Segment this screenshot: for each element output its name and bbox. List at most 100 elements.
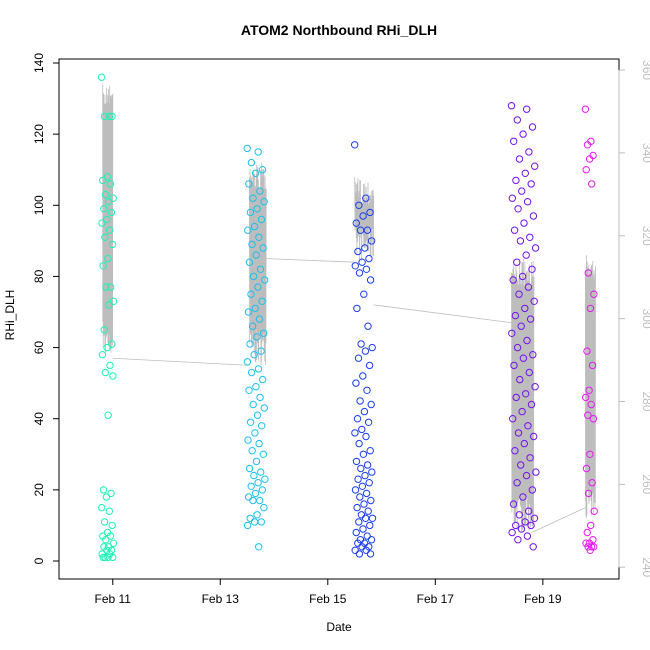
data-point [101,368,110,377]
data-point [508,528,516,537]
data-point [509,276,517,284]
y2-tick-label: 300 [640,309,650,329]
data-point [260,503,268,512]
data-point [367,496,375,505]
data-points [97,73,598,562]
data-point [365,361,374,370]
data-point [366,521,374,530]
x-tick-label: Feb 17 [417,592,455,606]
data-point [363,532,371,540]
y-tick-label: 140 [32,53,46,73]
data-point [357,464,365,473]
data-point [359,212,367,220]
data-point [244,308,253,316]
data-point [254,365,263,373]
data-point [365,254,373,263]
data-point [361,347,370,355]
data-point [255,543,263,551]
data-point [518,272,527,281]
data-point [515,155,524,163]
y2-tick-label: 280 [640,391,650,411]
data-point [104,411,112,419]
data-point [530,297,538,305]
data-point [362,265,371,273]
data-point [367,237,376,245]
y2-tick-label: 320 [640,226,650,246]
data-point [362,194,370,202]
data-point [367,400,375,409]
data-point [352,379,360,387]
data-point [525,507,533,515]
data-point [359,372,367,380]
data-point [249,496,257,505]
data-point [102,536,110,544]
y-tick-label: 0 [32,557,46,564]
data-point [366,208,374,217]
data-point [358,258,366,266]
data-point [98,219,106,227]
data-point [103,343,111,352]
data-point [586,546,594,554]
data-point [260,198,268,206]
data-point [524,283,533,291]
data-point [364,507,372,515]
data-point [523,198,532,206]
data-point [524,422,532,430]
y2-tick-label: 260 [640,474,650,494]
data-point [261,276,269,284]
data-point [513,343,522,352]
data-point [530,514,539,522]
data-point [586,450,594,458]
data-point [526,233,534,242]
data-point [251,169,260,178]
data-point [351,141,359,149]
data-point [255,233,263,242]
data-point [523,105,531,113]
data-point [358,425,366,434]
data-point [257,215,266,224]
data-point [360,290,368,298]
data-point [517,525,526,533]
data-point [252,251,260,259]
data-point [109,372,117,380]
data-point [360,407,369,416]
data-point [250,518,259,526]
data-point [361,471,369,480]
data-point [590,507,598,515]
data-point [582,539,590,547]
data-point [254,148,262,156]
data-point [107,283,115,291]
data-point [244,436,252,444]
data-point [511,311,520,320]
data-point [249,194,257,202]
data-point [249,272,258,281]
data-point [355,201,363,210]
data-point [514,429,523,437]
x-tick-label: Feb 19 [524,592,562,606]
data-point [257,468,265,476]
data-point [246,208,255,217]
data-point [358,482,367,490]
data-point [355,550,364,558]
data-point [105,507,114,515]
data-point [109,297,118,305]
data-point [351,429,359,437]
data-point [519,130,527,138]
data-point [252,457,261,466]
data-point [362,432,370,441]
data-point [245,180,253,188]
data-point [519,354,528,362]
data-point [512,393,520,402]
data-point [351,262,359,270]
data-point [252,383,260,391]
data-point [365,479,373,487]
data-point [510,137,518,146]
data-point [531,244,540,252]
trace-line [585,255,596,519]
data-point [245,464,254,473]
data-point [531,162,539,170]
data-point [357,511,366,519]
data-point [108,521,116,530]
data-point [589,536,597,544]
data-point [355,518,363,526]
